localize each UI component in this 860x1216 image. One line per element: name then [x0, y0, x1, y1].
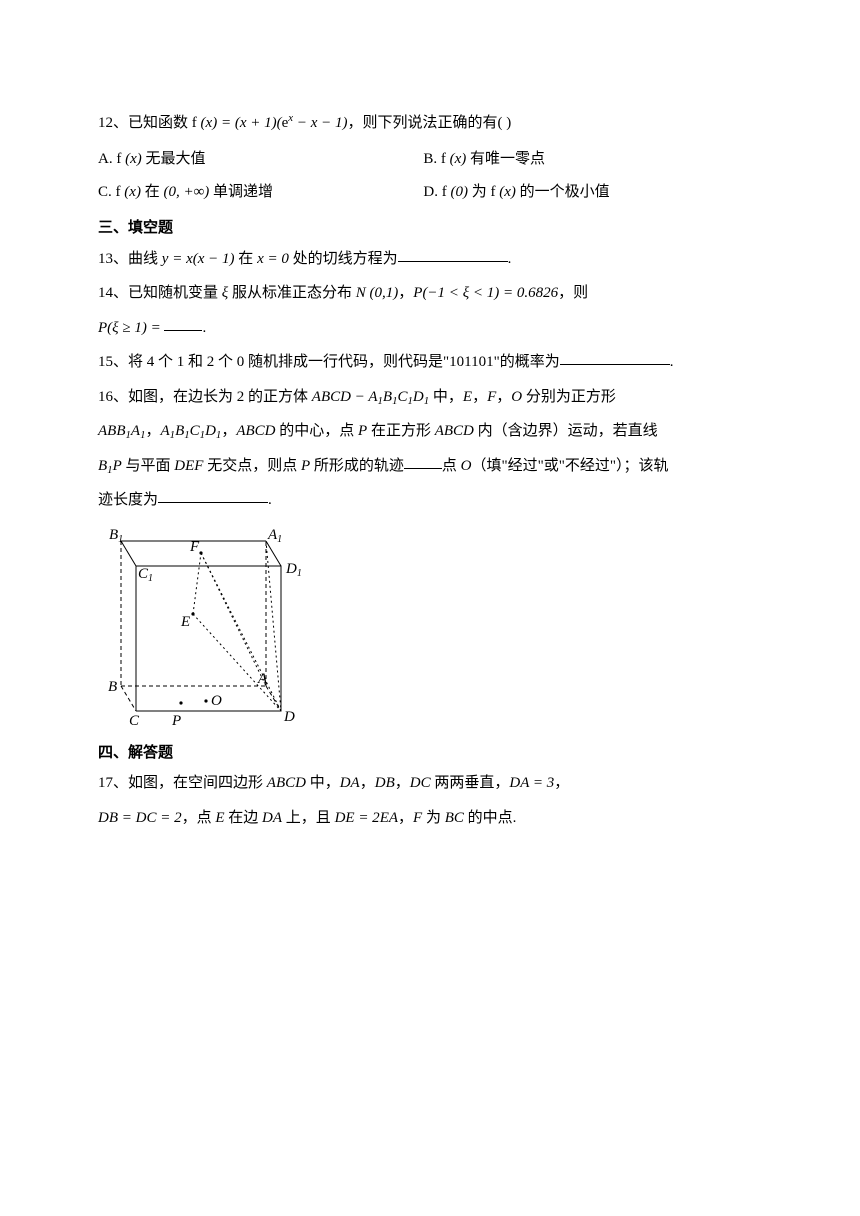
line-e-f	[193, 553, 201, 614]
cube-svg: B1 A1 C1 D1 B A C D E F P O	[106, 521, 321, 731]
label-c: C	[129, 713, 140, 729]
label-a: A	[257, 671, 268, 687]
section-3-title: 三、填空题	[98, 214, 762, 243]
label-c1: C1	[138, 566, 153, 584]
question-14: 14、已知随机变量 ξ 服从标准正态分布 N (0,1)，P(−1 < ξ < …	[98, 279, 762, 308]
point-e	[191, 612, 194, 615]
blank-14	[164, 315, 202, 331]
line-e-d	[193, 614, 281, 711]
label-e: E	[180, 614, 190, 630]
q12-text-b: ，则下列说法正确的有( )	[348, 115, 512, 131]
label-o: O	[211, 693, 222, 709]
question-12: 12、已知函数 f (x) = (x + 1)(ex − x − 1)，则下列说…	[98, 108, 762, 137]
q12-number: 12、	[98, 115, 128, 131]
label-p: P	[171, 713, 181, 729]
q12-fn: f (x) = (x + 1)(ex − x − 1)	[192, 115, 348, 131]
point-p	[179, 701, 182, 704]
question-16-line2: ABB1A1，A1B1C1D1，ABCD 的中心，点 P 在正方形 ABCD 内…	[98, 417, 762, 446]
blank-13	[398, 246, 508, 262]
blank-16b	[158, 488, 268, 504]
question-14-line2: P(ξ ≥ 1) = .	[98, 314, 762, 343]
q12-option-d: D. f (0) 为 f (x) 的一个极小值	[423, 176, 748, 209]
label-d1: D1	[285, 561, 302, 579]
point-f	[199, 551, 202, 554]
label-d: D	[283, 709, 295, 725]
question-16: 16、如图，在边长为 2 的正方体 ABCD − A1B1C1D1 中，E，F，…	[98, 383, 762, 412]
q12-option-b: B. f (x) 有唯一零点	[423, 143, 748, 176]
label-a1: A1	[267, 527, 282, 545]
point-o	[204, 699, 207, 702]
cube-figure: B1 A1 C1 D1 B A C D E F P O	[106, 521, 762, 731]
q12-option-c: C. f (x) 在 (0, +∞) 单调递增	[98, 176, 423, 209]
question-13: 13、曲线 y = x(x − 1) 在 x = 0 处的切线方程为.	[98, 245, 762, 274]
q12-options: A. f (x) 无最大值 B. f (x) 有唯一零点 C. f (x) 在 …	[98, 143, 762, 208]
edge-b1-c1	[121, 541, 136, 566]
blank-15	[560, 350, 670, 366]
question-15: 15、将 4 个 1 和 2 个 0 随机排成一行代码，则代码是"101101"…	[98, 348, 762, 377]
edge-a-d	[266, 686, 281, 711]
label-b1: B1	[109, 527, 123, 545]
question-16-line4: 迹长度为.	[98, 486, 762, 515]
question-17-line2: DB = DC = 2，点 E 在边 DA 上，且 DE = 2EA，F 为 B…	[98, 804, 762, 833]
q12-text-a: 已知函数	[128, 115, 192, 131]
question-17: 17、如图，在空间四边形 ABCD 中，DA，DB，DC 两两垂直，DA = 3…	[98, 769, 762, 798]
cube-front-face	[136, 566, 281, 711]
line-f-a	[201, 553, 266, 686]
edge-b-c	[121, 686, 136, 711]
question-16-line3: B1P 与平面 DEF 无交点，则点 P 所形成的轨迹点 O（填"经过"或"不经…	[98, 452, 762, 481]
blank-16a	[404, 453, 442, 469]
label-f: F	[189, 539, 200, 555]
section-4-title: 四、解答题	[98, 739, 762, 768]
q12-option-a: A. f (x) 无最大值	[98, 143, 423, 176]
label-b: B	[108, 679, 117, 695]
